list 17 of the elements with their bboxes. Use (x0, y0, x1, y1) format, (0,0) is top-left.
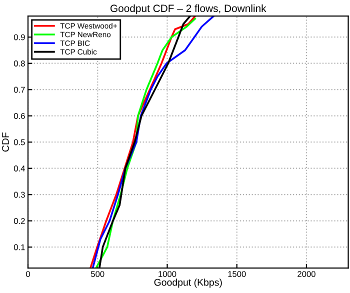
x-tick-label: 1500 (228, 271, 246, 277)
y-tick-label: 0.2 (14, 218, 25, 224)
x-tick-label: 500 (91, 271, 104, 277)
y-tick-label: 0.8 (14, 60, 25, 66)
chart-title: Goodput CDF – 2 flows, Downlink (110, 4, 266, 14)
y-tick-label: 0.6 (14, 113, 25, 119)
y-axis-title: CDF (2, 132, 9, 152)
x-axis-title: Goodput (Kbps) (154, 278, 222, 288)
y-tick-label: 0.3 (14, 192, 25, 198)
x-tick-label: 2000 (298, 271, 316, 277)
y-tick-label: 0.4 (14, 166, 25, 172)
y-tick-label: 0.7 (14, 86, 25, 93)
x-tick-label: 0 (26, 271, 30, 277)
y-tick-label: 0.9 (14, 34, 25, 40)
x-tick-label: 1000 (158, 271, 176, 277)
y-tick-label: 0.5 (14, 139, 25, 146)
y-tick-label: 0.1 (14, 244, 25, 250)
